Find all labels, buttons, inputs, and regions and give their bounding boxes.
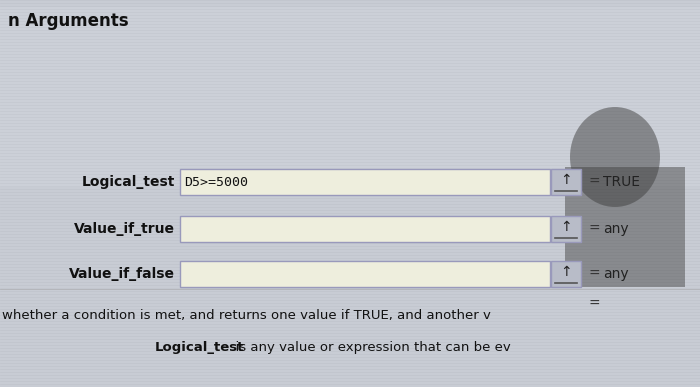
- Bar: [565, 167, 685, 287]
- Bar: [551, 216, 581, 242]
- Text: any: any: [603, 222, 629, 236]
- Text: Logical_test: Logical_test: [155, 341, 244, 353]
- Text: Value_if_false: Value_if_false: [69, 267, 175, 281]
- Text: n Arguments: n Arguments: [8, 12, 129, 30]
- Ellipse shape: [570, 107, 660, 207]
- Text: whether a condition is met, and returns one value if TRUE, and another v: whether a condition is met, and returns …: [2, 308, 491, 322]
- Text: ↑: ↑: [560, 173, 572, 187]
- Text: =: =: [589, 267, 601, 281]
- Bar: [551, 169, 581, 195]
- Bar: [180, 216, 550, 242]
- Bar: [180, 261, 550, 287]
- Bar: [180, 169, 550, 195]
- Text: Value_if_true: Value_if_true: [74, 222, 175, 236]
- Text: ↑: ↑: [560, 220, 572, 234]
- Text: =: =: [589, 222, 601, 236]
- Bar: [551, 261, 581, 287]
- Text: TRUE: TRUE: [603, 175, 640, 189]
- Text: =: =: [589, 175, 601, 189]
- Text: =: =: [589, 297, 601, 311]
- Text: Logical_test: Logical_test: [82, 175, 175, 189]
- Text: ↑: ↑: [560, 265, 572, 279]
- Bar: [0, 7, 700, 187]
- Text: is any value or expression that can be ev: is any value or expression that can be e…: [227, 341, 511, 353]
- Text: any: any: [603, 267, 629, 281]
- Text: D5>=5000: D5>=5000: [184, 175, 248, 188]
